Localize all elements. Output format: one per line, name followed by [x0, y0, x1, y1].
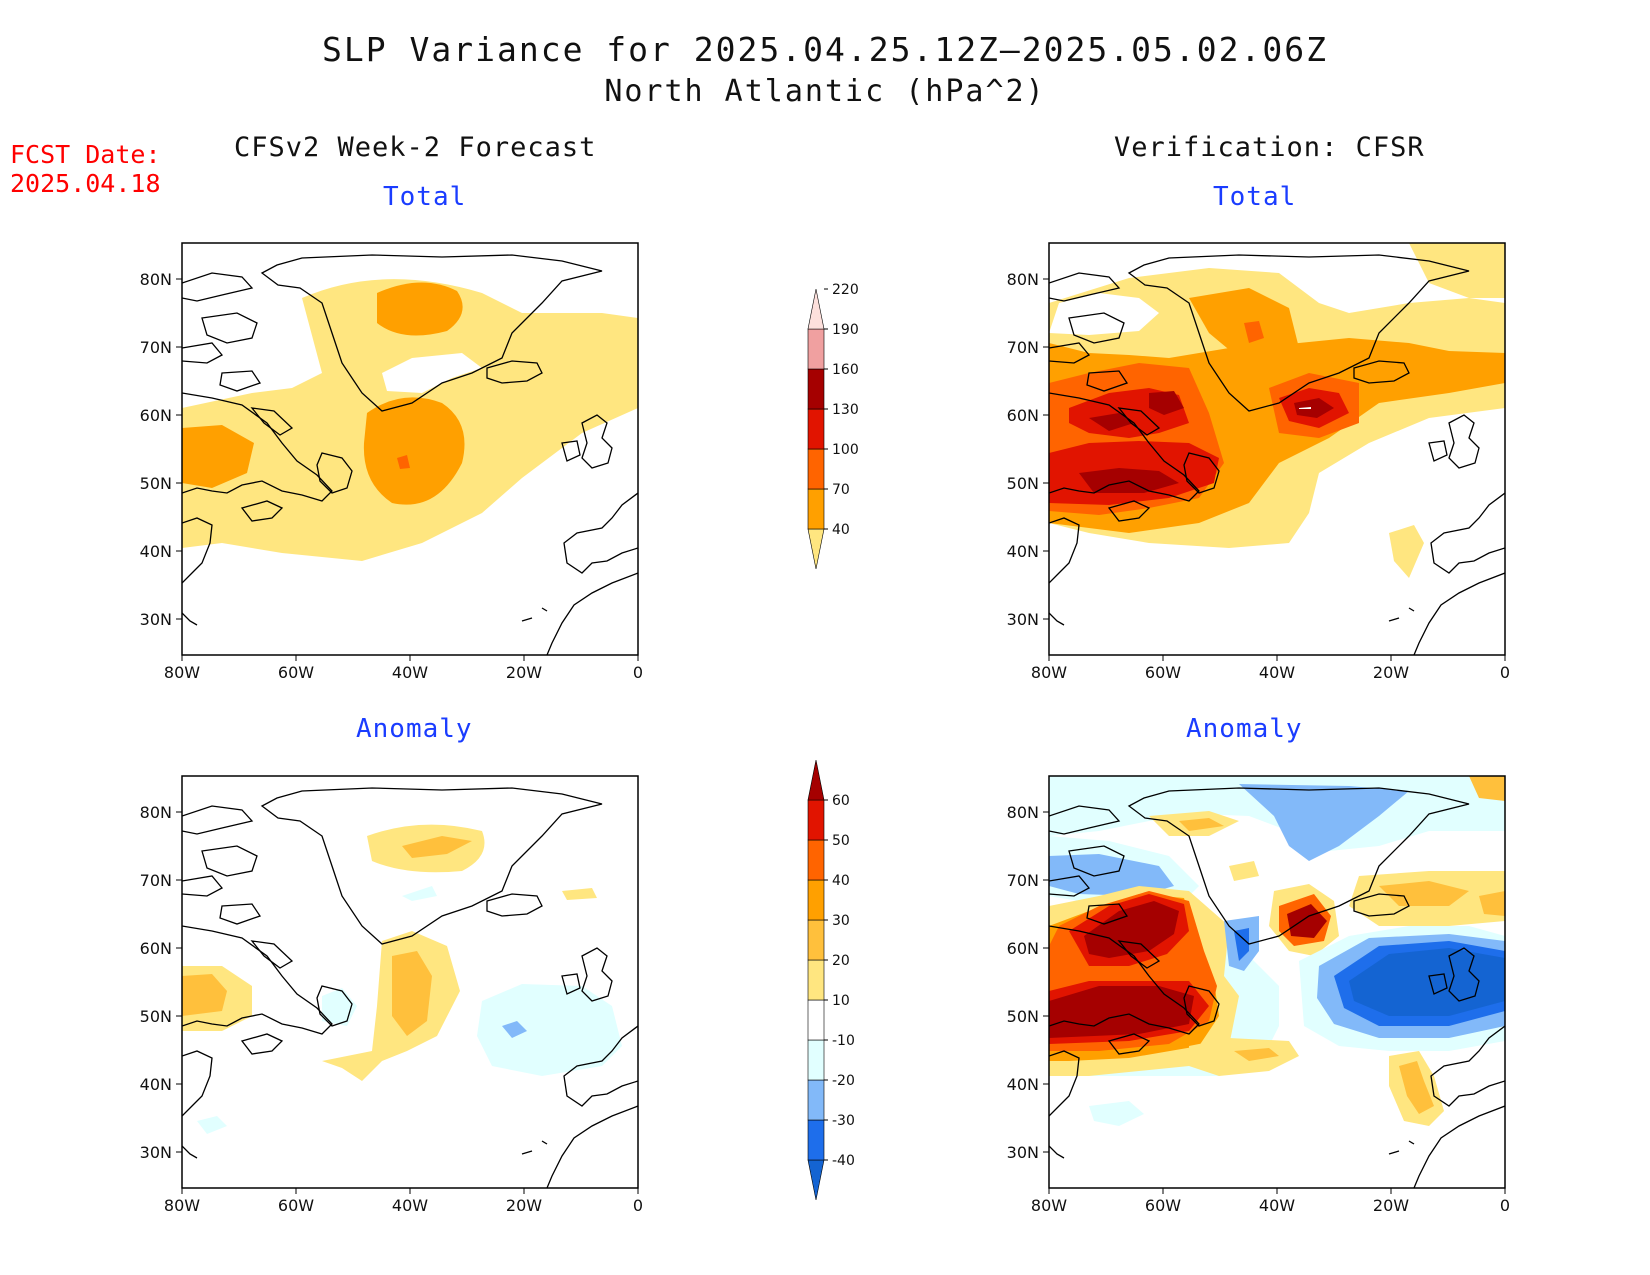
top-left-panel-title: Total — [383, 182, 467, 212]
colorbar-label: -10 — [832, 1033, 855, 1049]
lat-tick-label: 50N — [140, 474, 172, 493]
lat-tick-label: 30N — [1007, 610, 1039, 629]
lat-tick-label: 40N — [140, 1075, 172, 1094]
lon-tick-label: 0 — [633, 1196, 643, 1215]
colorbar-label: 10 — [832, 993, 850, 1009]
lat-tick-label: 60N — [1007, 939, 1039, 958]
colorbar-segment — [807, 799, 825, 841]
colorbar-label: -20 — [832, 1073, 855, 1089]
colorbar-label: 70 — [832, 482, 850, 498]
fcst-label: FCST Date: — [10, 140, 161, 169]
lat-tick-label: 70N — [140, 871, 172, 890]
lat-tick-label: 80N — [1007, 270, 1039, 289]
lon-tick-label: 20W — [1373, 1196, 1409, 1215]
colorbar-anomaly: -40 -30 -20 -10 10 20 30 40 50 60 — [807, 759, 855, 1201]
colorbar-segment — [807, 408, 825, 450]
lon-tick-label: 40W — [1259, 663, 1295, 682]
lon-tick-label: 80W — [1031, 1196, 1067, 1215]
colorbar-total: 40 70 100 130 160 190 220 — [807, 282, 859, 570]
colorbar-segment — [807, 488, 825, 530]
colorbar-label: 50 — [832, 833, 850, 849]
colorbar-label: 30 — [832, 913, 850, 929]
lon-tick-label: 60W — [278, 1196, 314, 1215]
left-column-title: CFSv2 Week-2 Forecast — [234, 132, 597, 163]
latitude-labels: 80N 70N 60N 50N 40N 30N 80N 70N 60N 50N 40N 30N 80N 7… — [140, 270, 1039, 1162]
map-forecast-anomaly — [175, 775, 639, 1195]
lon-tick-label: 80W — [164, 663, 200, 682]
colorbar-segment — [807, 759, 825, 801]
colorbar-label: 40 — [832, 873, 850, 889]
colorbar-label: 190 — [832, 322, 859, 338]
lon-tick-label: 40W — [392, 1196, 428, 1215]
lat-tick-label: 80N — [1007, 803, 1039, 822]
lat-tick-label: 40N — [140, 542, 172, 561]
lon-tick-label: 0 — [1500, 663, 1510, 682]
lon-tick-label: 40W — [1259, 1196, 1295, 1215]
bottom-left-panel-title: Anomaly — [356, 714, 473, 744]
colorbar-segment — [807, 368, 825, 410]
colorbar-label: -30 — [832, 1113, 855, 1129]
lon-tick-label: 20W — [1373, 663, 1409, 682]
lat-tick-label: 40N — [1007, 542, 1039, 561]
top-right-panel-title: Total — [1213, 182, 1297, 212]
bottom-right-panel-title: Anomaly — [1186, 714, 1303, 744]
colorbar-segment — [807, 1079, 825, 1121]
longitude-labels: 80W 60W 40W 20W 0 80W 60W 40W 20W 0 80W 60W 40W 20W 0 8… — [164, 663, 1510, 1215]
lat-tick-label: 50N — [1007, 1007, 1039, 1026]
colorbar-segment — [807, 528, 825, 570]
map-forecast-total — [175, 242, 639, 662]
colorbar-segment — [807, 1159, 825, 1201]
lat-tick-label: 50N — [1007, 474, 1039, 493]
lat-tick-label: 70N — [140, 338, 172, 357]
lon-tick-label: 40W — [392, 663, 428, 682]
colorbar-label: 160 — [832, 362, 859, 378]
lat-tick-label: 60N — [1007, 406, 1039, 425]
lon-tick-label: 20W — [506, 1196, 542, 1215]
lat-tick-label: 80N — [140, 270, 172, 289]
colorbar-label: 130 — [832, 402, 859, 418]
colorbar-label: 60 — [832, 793, 850, 809]
colorbar-segment — [807, 919, 825, 961]
colorbar-segment — [807, 879, 825, 921]
colorbar-segment — [807, 959, 825, 1001]
figure-title-line2: North Atlantic (hPa^2) — [604, 74, 1046, 109]
lon-tick-label: 0 — [633, 663, 643, 682]
colorbar-segment — [807, 1039, 825, 1081]
colorbar-label: 100 — [832, 442, 859, 458]
lon-tick-label: 80W — [1031, 663, 1067, 682]
lat-tick-label: 70N — [1007, 871, 1039, 890]
fcst-date: 2025.04.18 — [10, 169, 161, 198]
colorbar-segment — [807, 999, 825, 1041]
lat-tick-label: 80N — [140, 803, 172, 822]
colorbar-label: -40 — [832, 1153, 855, 1169]
colorbar-segment — [807, 448, 825, 490]
colorbar-segment — [807, 288, 825, 330]
figure-title-line1: SLP Variance for 2025.04.25.12Z–2025.05.… — [322, 30, 1328, 69]
colorbar-segment — [807, 328, 825, 370]
lon-tick-label: 20W — [506, 663, 542, 682]
lat-tick-label: 60N — [140, 939, 172, 958]
lon-tick-label: 60W — [1145, 1196, 1181, 1215]
lat-tick-label: 70N — [1007, 338, 1039, 357]
colorbar-label: 220 — [832, 282, 859, 298]
map-verification-total — [1042, 242, 1506, 662]
colorbar-label: 40 — [832, 522, 850, 538]
lat-tick-label: 40N — [1007, 1075, 1039, 1094]
lat-tick-label: 30N — [140, 1143, 172, 1162]
map-verification-anomaly — [1042, 775, 1506, 1195]
lat-tick-label: 60N — [140, 406, 172, 425]
lat-tick-label: 30N — [1007, 1143, 1039, 1162]
lon-tick-label: 0 — [1500, 1196, 1510, 1215]
lon-tick-label: 60W — [278, 663, 314, 682]
colorbar-segment — [807, 1119, 825, 1161]
lon-tick-label: 80W — [164, 1196, 200, 1215]
lat-tick-label: 30N — [140, 610, 172, 629]
lat-tick-label: 50N — [140, 1007, 172, 1026]
lon-tick-label: 60W — [1145, 663, 1181, 682]
colorbar-label: 20 — [832, 953, 850, 969]
right-column-title: Verification: CFSR — [1114, 132, 1425, 163]
forecast-date-label: FCST Date: 2025.04.18 — [10, 140, 161, 198]
colorbar-segment — [807, 839, 825, 881]
